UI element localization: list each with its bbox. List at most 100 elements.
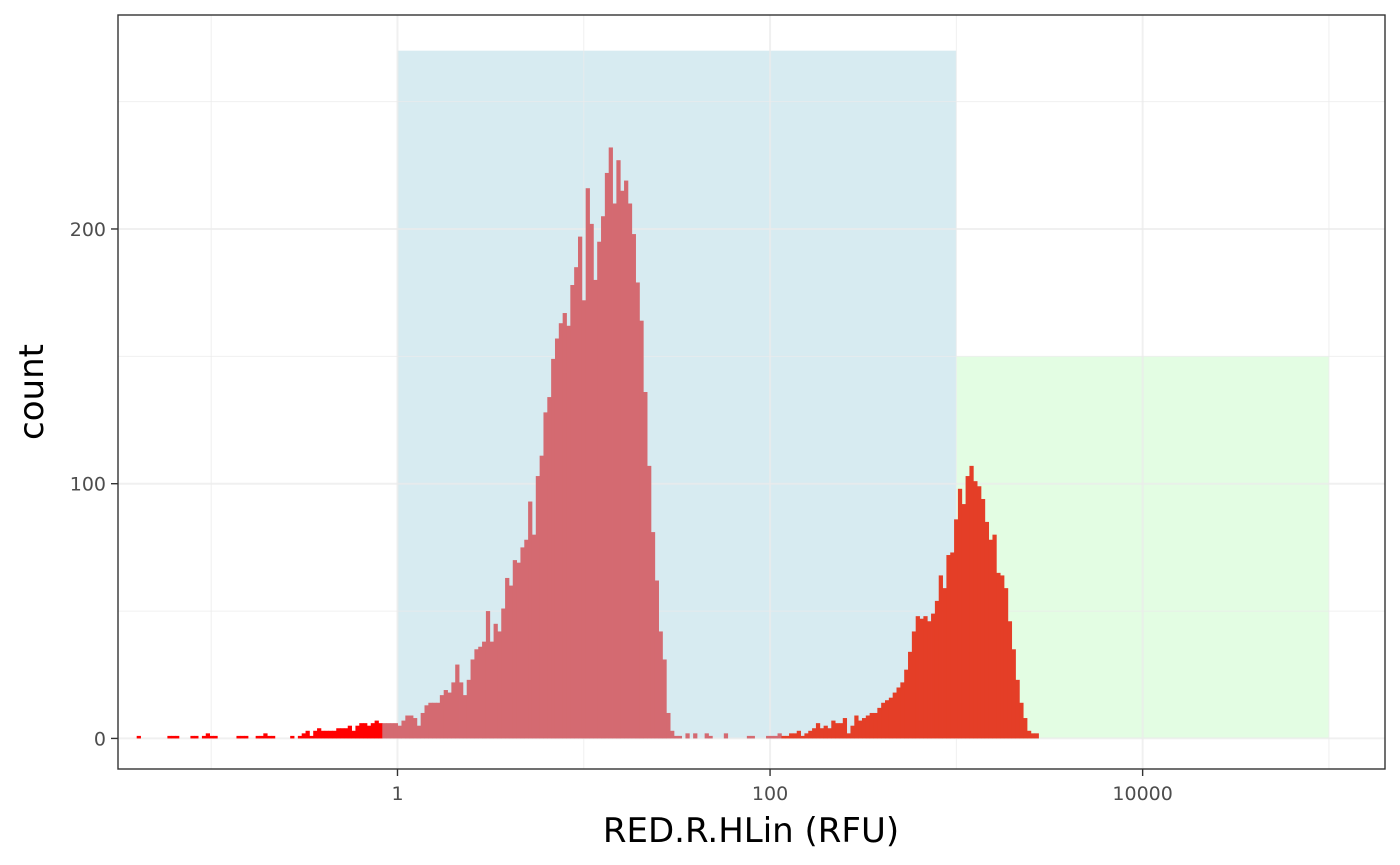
histogram-bar — [973, 481, 978, 739]
histogram-bar — [980, 498, 986, 739]
histogram-bar — [436, 702, 441, 739]
histogram-bar — [838, 723, 844, 739]
histogram-bar — [961, 504, 966, 739]
histogram-bar — [405, 715, 410, 739]
histogram-bar — [750, 735, 755, 739]
histogram-bar — [604, 172, 610, 739]
histogram-bar — [846, 733, 851, 739]
histogram-bar — [581, 300, 587, 739]
histogram-bar — [854, 715, 859, 739]
histogram-bar — [271, 735, 276, 739]
histogram-bar — [240, 735, 245, 739]
histogram-bar — [1030, 733, 1036, 739]
histogram-bar — [639, 320, 644, 739]
histogram-bar — [835, 723, 840, 739]
histogram-bar — [1034, 733, 1039, 739]
histogram-bar — [670, 730, 675, 739]
histogram-bar — [662, 659, 667, 739]
histogram-bar — [447, 692, 452, 739]
histogram-bar — [658, 631, 663, 739]
histogram-bar — [777, 733, 782, 739]
histogram-bar — [831, 720, 836, 739]
histogram-bar — [493, 623, 498, 739]
histogram-bar — [236, 735, 241, 739]
histogram-bar — [432, 702, 437, 739]
histogram-bar — [512, 560, 517, 739]
histogram-bar — [616, 160, 621, 739]
histogram-bar — [424, 705, 429, 739]
histogram-bar — [305, 730, 310, 739]
histogram-bar — [462, 695, 468, 739]
histogram-bar — [443, 690, 448, 739]
histogram-bar — [320, 730, 326, 739]
panel-border — [117, 14, 1386, 770]
histogram-bar — [451, 682, 456, 739]
histogram-bar — [551, 358, 556, 739]
histogram-bar — [723, 733, 729, 739]
histogram-bar — [317, 728, 322, 739]
histogram-bar — [597, 241, 602, 739]
histogram-bar — [290, 735, 295, 739]
histogram-bar — [328, 730, 333, 739]
histogram-bar — [988, 539, 993, 739]
histogram-bars — [136, 147, 1039, 739]
histogram-bar — [608, 147, 613, 739]
histogram-bar — [957, 488, 963, 739]
histogram-bar — [570, 285, 575, 739]
histogram-bar — [363, 723, 368, 739]
histogram-bar — [478, 646, 483, 739]
histogram-bar — [482, 641, 487, 739]
histogram-bar — [593, 279, 598, 739]
histogram-bar — [804, 733, 809, 739]
histogram-bar — [1007, 621, 1013, 739]
histogram-bar — [934, 600, 940, 739]
histogram-bar — [535, 476, 541, 739]
histogram-bar — [704, 733, 709, 739]
histogram-bar — [773, 735, 778, 739]
histogram-bar — [255, 735, 260, 739]
histogram-bar — [819, 728, 824, 739]
histogram-bar — [501, 608, 506, 739]
histogram-bar — [946, 555, 951, 739]
histogram-bar — [332, 730, 337, 739]
y-axis-title: count — [12, 344, 52, 440]
histogram-bar — [1015, 679, 1020, 739]
histogram-bar — [647, 465, 652, 739]
histogram-bar — [428, 702, 433, 739]
histogram-bar — [389, 723, 395, 739]
histogram-bar — [808, 730, 813, 739]
histogram-bar — [309, 735, 314, 739]
histogram-bar — [244, 735, 249, 739]
axis-ticks: 1 100 10000 0 100 200 — [70, 219, 1173, 805]
histogram-bar — [1000, 575, 1005, 739]
histogram-bar — [908, 651, 913, 739]
histogram-bar — [984, 521, 990, 739]
histogram-bar — [858, 720, 863, 739]
histogram-bar — [815, 723, 821, 739]
histogram-bar — [620, 190, 625, 739]
histogram-bar — [938, 575, 943, 739]
histogram-bar — [1023, 718, 1028, 739]
histogram-bar — [336, 728, 341, 739]
histogram-bar — [624, 180, 629, 739]
histogram-bar — [566, 325, 571, 739]
gridlines — [118, 15, 1385, 769]
histogram-bar — [842, 718, 848, 739]
histogram-bar — [547, 397, 552, 739]
histogram-bar — [455, 664, 460, 739]
histogram-bar — [378, 723, 383, 739]
histogram-bar — [374, 720, 379, 739]
histogram-bar — [627, 203, 633, 739]
histogram-bar — [324, 730, 329, 739]
histogram-bar — [355, 725, 360, 739]
histogram-bar — [347, 725, 352, 739]
histogram-bar — [789, 733, 794, 739]
histogram-bar — [416, 725, 422, 739]
histogram-bar — [382, 723, 387, 739]
histogram-bar — [792, 733, 798, 739]
histogram-bar — [654, 580, 659, 739]
histogram-bar — [612, 203, 617, 739]
histogram-bar — [861, 718, 867, 739]
histogram-bar — [781, 735, 786, 739]
